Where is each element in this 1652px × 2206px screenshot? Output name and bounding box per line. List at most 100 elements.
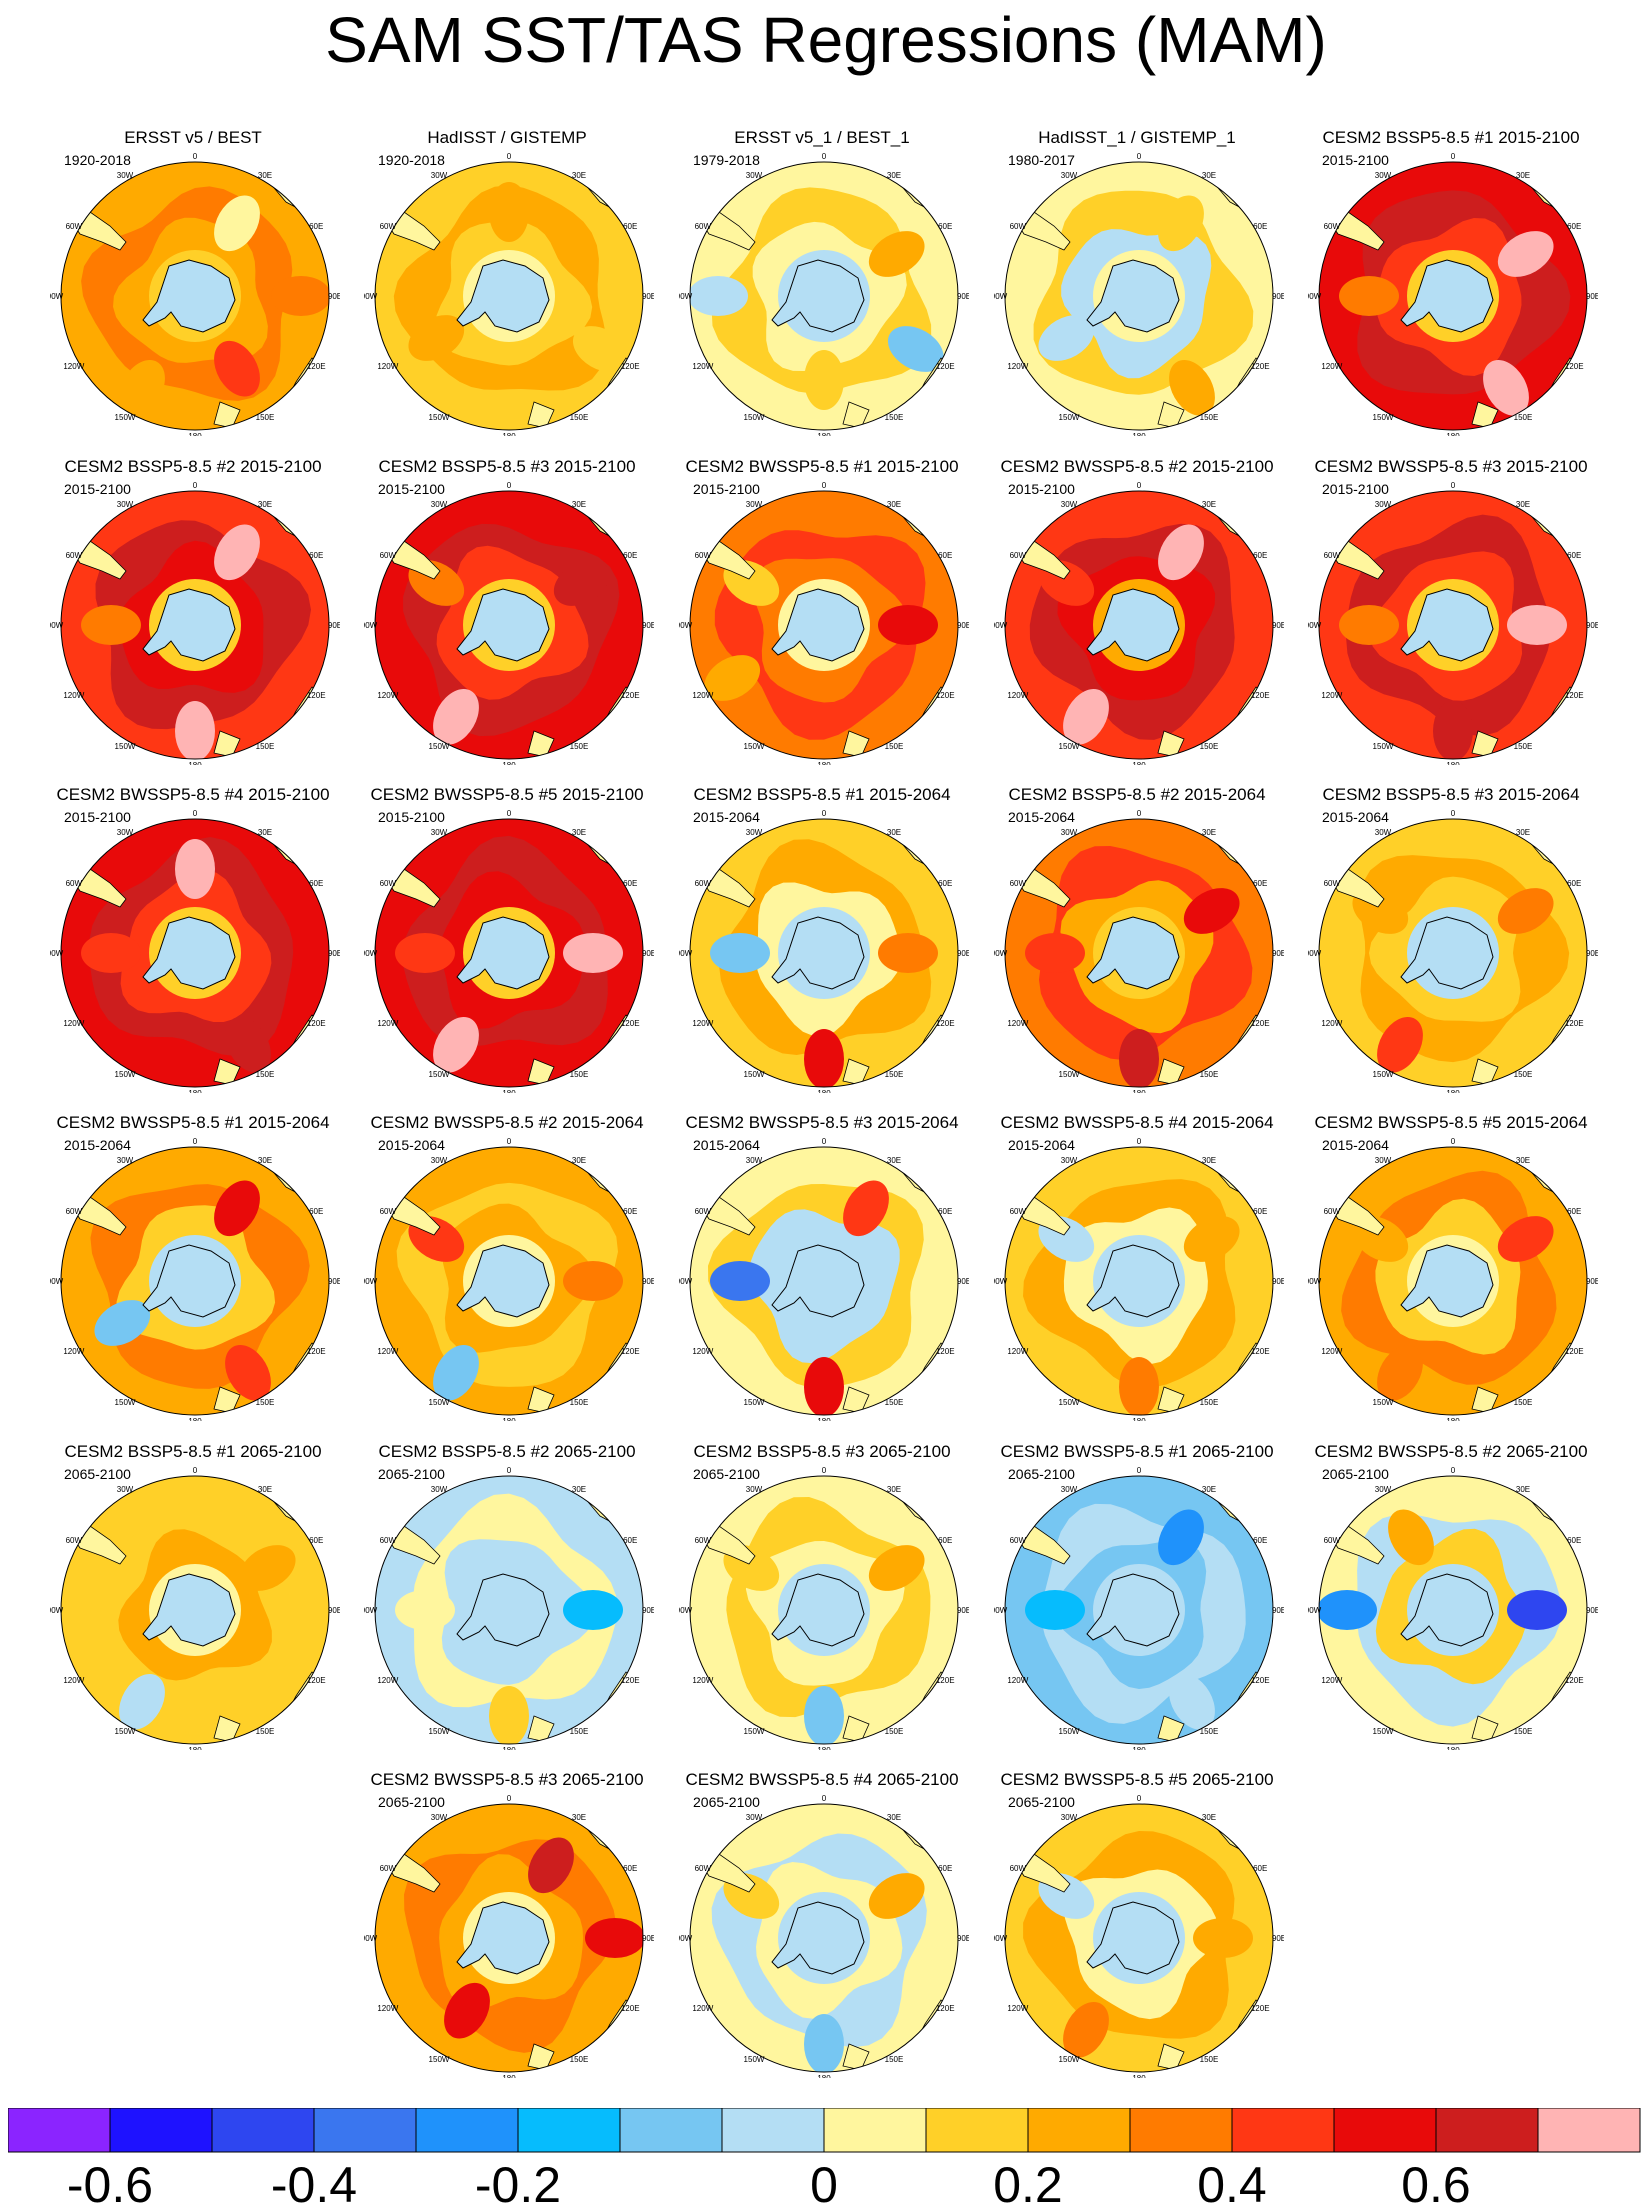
map-panel: CESM2 BWSSP5-8.5 #5 2065-2100 2065-2100 0 3… (994, 1770, 1284, 2078)
field-anomaly-patch (1119, 1029, 1159, 1087)
field-anomaly-patch (1169, 359, 1215, 416)
map-panel: CESM2 BSSP5-8.5 #3 2065-2100 2065-2100 0 30… (679, 1442, 969, 1750)
panel-years: 2015-2064 (64, 1137, 131, 1153)
polar-map: 0 30E 60E 90E 120E 150E 180 150W 120W 90W 60W 30W (50, 1137, 340, 1421)
longitude-label: 180 (188, 432, 202, 436)
panel-title: CESM2 BWSSP5-8.5 #3 2015-2100 (1314, 457, 1588, 476)
longitude-label: 150W (429, 1070, 450, 1079)
panel-title: CESM2 BSSP5-8.5 #2 2065-2100 (378, 1442, 636, 1461)
longitude-label: 120W (1321, 362, 1342, 371)
longitude-label: 180 (502, 1417, 516, 1421)
longitude-label: 180 (1132, 2074, 1146, 2078)
map-border (374, 161, 644, 431)
field-anomaly-patch (1388, 1509, 1434, 1566)
longitude-label: 120W (377, 1676, 398, 1685)
longitude-label: 0 (822, 809, 827, 818)
longitude-label: 120W (1007, 362, 1028, 371)
longitude-label: 90E (957, 949, 969, 958)
field-anomaly-patch (175, 701, 215, 759)
longitude-label: 150W (429, 1398, 450, 1407)
field-anomaly-patch (444, 1982, 490, 2039)
longitude-label: 30W (1061, 828, 1078, 837)
panel-title: CESM2 BWSSP5-8.5 #3 2015-2064 (685, 1113, 959, 1132)
field-anomaly-patch (1433, 701, 1473, 759)
colorbar-swatch (415, 2108, 519, 2153)
longitude-label: 120W (1321, 1676, 1342, 1685)
longitude-label: 150E (1514, 1727, 1533, 1736)
panel-title: CESM2 BSSP5-8.5 #1 2065-2100 (64, 1442, 322, 1461)
longitude-label: 120E (307, 362, 326, 371)
polar-map: 0 30E 60E 90E 120E 150E 180 150W 120W 90W 60W 30W (1308, 809, 1598, 1093)
field-anomaly-patch (804, 350, 844, 410)
longitude-label: 180 (188, 761, 202, 765)
longitude-label: 150E (570, 1070, 589, 1079)
longitude-label: 90W (364, 949, 378, 958)
longitude-label: 120W (377, 1347, 398, 1356)
colorbar-swatch (211, 2108, 315, 2153)
map-border (374, 1146, 644, 1416)
longitude-label: 120E (1251, 362, 1270, 371)
field-anomaly-patch (868, 231, 925, 277)
field-anomaly-patch (175, 839, 215, 899)
longitude-label: 150E (885, 1070, 904, 1079)
longitude-label: 150W (744, 2055, 765, 2064)
longitude-label: 120W (63, 1676, 84, 1685)
panel-title: CESM2 BWSSP5-8.5 #1 2015-2100 (685, 457, 959, 476)
map-panel: HadISST_1 / GISTEMP_1 1980-2017 0 30E 60E 90E… (994, 128, 1284, 436)
longitude-label: 150E (256, 1398, 275, 1407)
map-border (60, 490, 330, 760)
longitude-label: 90W (364, 292, 378, 301)
longitude-label: 180 (1446, 432, 1460, 436)
panel-title: CESM2 BSSP5-8.5 #2 2015-2100 (64, 457, 322, 476)
longitude-label: 0 (507, 481, 512, 490)
longitude-label: 30E (1202, 500, 1216, 509)
longitude-label: 120W (1321, 1019, 1342, 1028)
map-border (689, 490, 959, 760)
longitude-label: 90W (50, 949, 64, 958)
field-anomaly-patch (1158, 524, 1204, 581)
panel-years: 2065-2100 (64, 1466, 131, 1482)
longitude-label: 150E (256, 413, 275, 422)
longitude-label: 0 (1451, 809, 1456, 818)
colorbar-swatch (517, 2108, 621, 2153)
panel-title: CESM2 BWSSP5-8.5 #1 2015-2064 (56, 1113, 330, 1132)
map-panel: CESM2 BWSSP5-8.5 #2 2015-2064 2015-2064 0 3… (364, 1113, 654, 1421)
polar-map: 0 30E 60E 90E 120E 150E 180 150W 120W 90W 60W 30W (994, 152, 1284, 436)
longitude-label: 180 (817, 761, 831, 765)
longitude-label: 60E (309, 1536, 323, 1545)
longitude-label: 30W (746, 828, 763, 837)
longitude-label: 180 (188, 1746, 202, 1750)
field-anomaly-patch (1319, 1590, 1377, 1630)
panel-years: 1920-2018 (378, 152, 445, 168)
longitude-label: 0 (1137, 1137, 1142, 1146)
field-anomaly-patch (1193, 1918, 1253, 1958)
longitude-label: 30W (117, 828, 134, 837)
longitude-label: 60W (695, 1207, 712, 1216)
panel-years: 2015-2100 (378, 809, 445, 825)
longitude-label: 120W (692, 1676, 713, 1685)
colorbar-swatch (1435, 2108, 1539, 2153)
longitude-label: 60E (1253, 1864, 1267, 1873)
longitude-label: 0 (507, 152, 512, 161)
longitude-label: 90W (1308, 292, 1322, 301)
field-anomaly-patch (843, 1180, 889, 1237)
field-anomaly-patch (408, 315, 465, 361)
longitude-label: 90W (994, 621, 1008, 630)
field-anomaly-patch (271, 276, 329, 316)
longitude-label: 60E (1567, 1207, 1581, 1216)
longitude-label: 0 (822, 1794, 827, 1803)
longitude-label: 30W (431, 171, 448, 180)
longitude-label: 0 (1451, 481, 1456, 490)
longitude-label: 90W (1308, 949, 1322, 958)
longitude-label: 90E (642, 1934, 654, 1943)
longitude-label: 60E (938, 222, 952, 231)
antarctica-land (771, 259, 865, 333)
longitude-label: 90W (679, 292, 693, 301)
map-border (1004, 161, 1274, 431)
longitude-label: 180 (817, 2074, 831, 2078)
longitude-label: 60W (380, 1207, 397, 1216)
panel-title: HadISST_1 / GISTEMP_1 (1038, 128, 1236, 147)
colorbar-swatch (1333, 2108, 1437, 2153)
longitude-label: 180 (1446, 1417, 1460, 1421)
colorbar-tick-label: -0.6 (67, 2157, 153, 2204)
